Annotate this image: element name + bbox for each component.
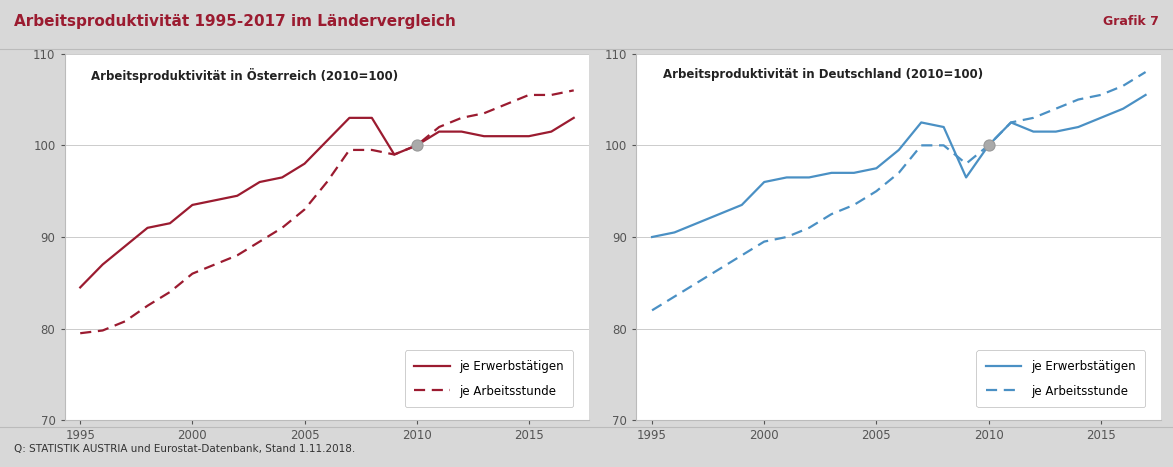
Legend: je Erwerbstätigen, je Arbeitsstunde: je Erwerbstätigen, je Arbeitsstunde [976,350,1145,407]
Text: Q: STATISTIK AUSTRIA und Eurostat-Datenbank, Stand 1.11.2018.: Q: STATISTIK AUSTRIA und Eurostat-Datenb… [14,444,355,454]
Text: Arbeitsproduktivität in Österreich (2010=100): Arbeitsproduktivität in Österreich (2010… [90,68,398,84]
Legend: je Erwerbstätigen, je Arbeitsstunde: je Erwerbstätigen, je Arbeitsstunde [405,350,574,407]
Text: Arbeitsproduktivität 1995-2017 im Ländervergleich: Arbeitsproduktivität 1995-2017 im Länder… [14,14,456,28]
Text: Arbeitsproduktivität in Deutschland (2010=100): Arbeitsproduktivität in Deutschland (201… [663,68,983,81]
Text: Grafik 7: Grafik 7 [1103,14,1159,28]
